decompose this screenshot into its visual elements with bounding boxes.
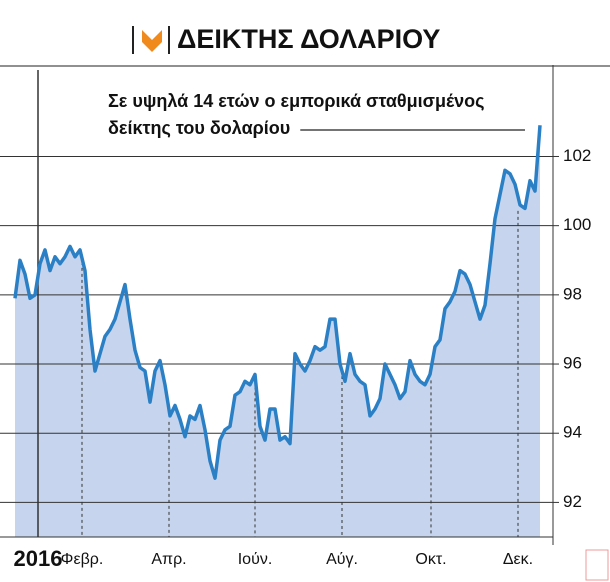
y-tick-label: 100 xyxy=(563,215,591,234)
x-tick-label: Οκτ. xyxy=(415,551,446,568)
x-tick-label: Φεβρ. xyxy=(61,551,104,568)
y-tick-label: 92 xyxy=(563,492,582,511)
area xyxy=(15,125,540,538)
annotation: Σε υψηλά 14 ετών ο εμπορικά σταθμισμένος xyxy=(108,91,485,111)
x-tick-label: Δεκ. xyxy=(503,551,533,568)
corner-box xyxy=(585,549,609,581)
annotation: δείκτης του δολαρίου xyxy=(108,118,290,138)
x-tick-label: Ιούν. xyxy=(238,551,273,568)
y-tick-label: 98 xyxy=(563,284,582,303)
title-icon xyxy=(142,30,162,52)
chart-title: ΔΕΙΚΤΗΣ ΔΟΛΑΡΙΟΥ xyxy=(177,24,440,54)
y-tick-label: 102 xyxy=(563,146,591,165)
line xyxy=(13,125,542,480)
x-tick-label: Απρ. xyxy=(151,551,186,568)
x-tick-label: Αύγ. xyxy=(326,551,358,568)
y-tick-label: 94 xyxy=(563,423,582,442)
y-tick-label: 96 xyxy=(563,354,582,373)
x-tick-label: 2016 xyxy=(14,546,63,571)
